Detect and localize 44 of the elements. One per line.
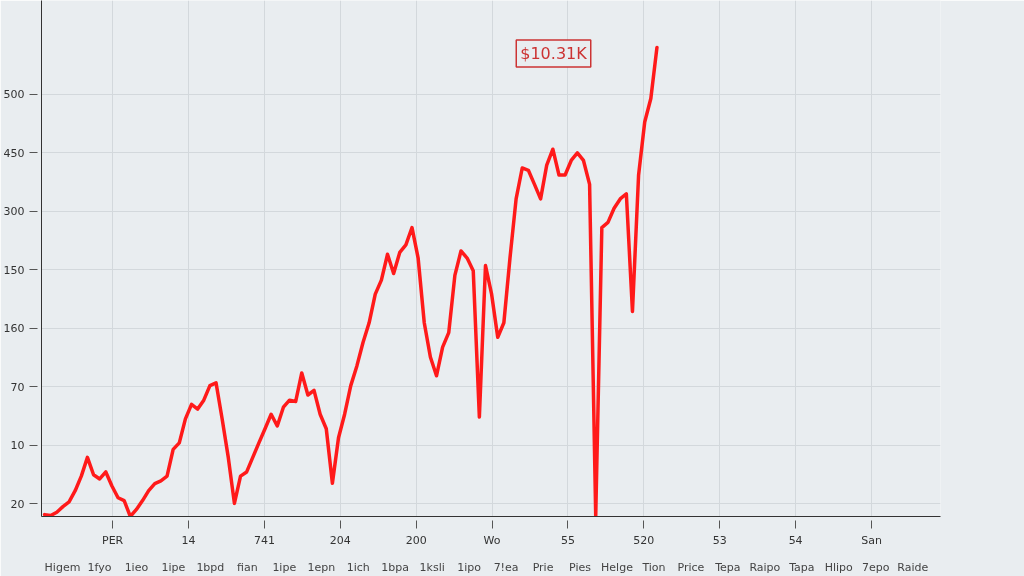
text: 150 <box>3 263 25 277</box>
text: 54 <box>788 533 803 547</box>
text: 160 <box>3 322 25 336</box>
text: Tion <box>641 560 666 574</box>
text: 300 <box>3 205 25 219</box>
annotation: $10.31K <box>520 44 588 63</box>
text: 1ich <box>346 560 370 574</box>
text: 70 <box>10 380 25 394</box>
text: Tapa <box>788 560 815 574</box>
text: Prie <box>532 560 554 574</box>
text: 204 <box>329 533 351 547</box>
text: Helge <box>601 560 634 574</box>
text: Wo <box>483 533 501 547</box>
text: 7!ea <box>493 560 519 574</box>
text: Raide <box>897 560 929 574</box>
text: 1epn <box>307 560 336 574</box>
text: 1ipo <box>457 560 482 574</box>
text: 10 <box>10 439 25 453</box>
text: 450 <box>3 146 25 160</box>
text: 741 <box>253 533 275 547</box>
text: 200 <box>405 533 427 547</box>
text: San <box>861 533 882 547</box>
text: 14 <box>181 533 196 547</box>
text: Pies <box>569 560 592 574</box>
text: Hlipo <box>824 560 854 574</box>
text: 1fyo <box>87 560 112 574</box>
text: 1ipe <box>161 560 186 574</box>
text: 500 <box>3 88 25 102</box>
text: fian <box>237 560 258 574</box>
text: 1ipe <box>272 560 297 574</box>
text: Raipo <box>749 560 781 574</box>
text: Higem <box>44 560 81 574</box>
text: 520 <box>633 533 655 547</box>
text: 55 <box>560 533 575 547</box>
text: Tepa <box>714 560 741 574</box>
text: 1bpd <box>196 560 225 574</box>
text: 1bpa <box>381 560 410 574</box>
text: Price <box>677 560 705 574</box>
text: 53 <box>712 533 727 547</box>
text: 1ieo <box>124 560 149 574</box>
text: PER <box>102 533 124 547</box>
text: 20 <box>10 497 25 511</box>
text: 1ksli <box>419 560 445 574</box>
text: 7epo <box>862 560 890 574</box>
